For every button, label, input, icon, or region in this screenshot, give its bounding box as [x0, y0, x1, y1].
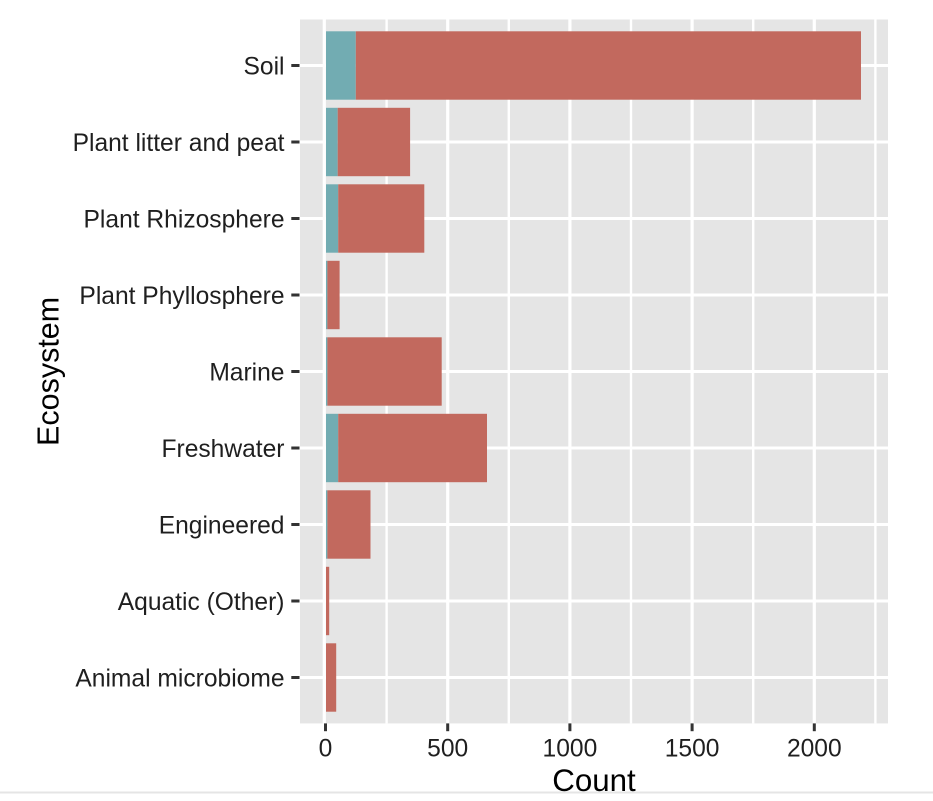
svg-text:Marine: Marine	[209, 360, 284, 387]
svg-text:Plant litter and peat: Plant litter and peat	[73, 130, 285, 157]
svg-text:2000: 2000	[787, 736, 842, 763]
svg-text:0: 0	[319, 736, 333, 763]
svg-text:Freshwater: Freshwater	[161, 436, 284, 463]
svg-text:1000: 1000	[543, 736, 598, 763]
svg-text:500: 500	[427, 736, 468, 763]
svg-text:Ecosystem: Ecosystem	[32, 297, 66, 446]
svg-text:Engineered: Engineered	[159, 513, 285, 540]
svg-text:Soil: Soil	[243, 54, 284, 81]
svg-text:Animal microbiome: Animal microbiome	[75, 666, 284, 693]
svg-text:Plant Rhizosphere: Plant Rhizosphere	[84, 207, 285, 234]
svg-text:1500: 1500	[665, 736, 720, 763]
svg-text:Count: Count	[552, 763, 636, 798]
svg-text:Aquatic (Other): Aquatic (Other)	[118, 589, 285, 616]
svg-text:Plant Phyllosphere: Plant Phyllosphere	[79, 283, 284, 310]
